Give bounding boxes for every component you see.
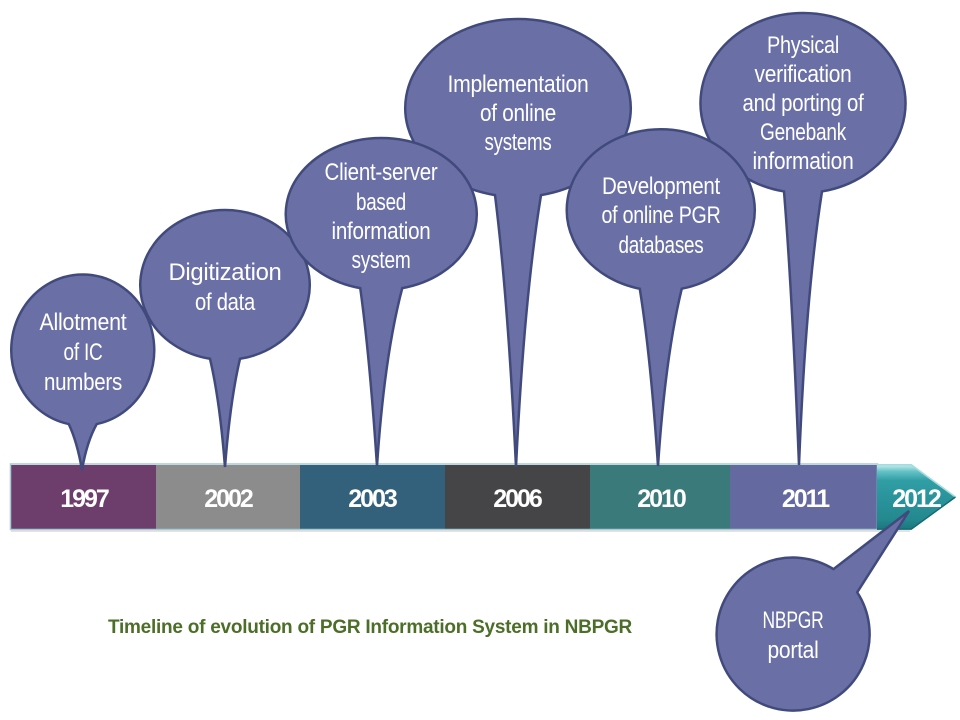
svg-text:databases: databases (619, 232, 704, 259)
svg-text:systems: systems (485, 129, 552, 156)
svg-text:2012: 2012 (892, 485, 941, 513)
svg-text:2003: 2003 (348, 485, 397, 513)
svg-text:information: information (753, 148, 854, 175)
svg-text:2010: 2010 (637, 485, 686, 513)
svg-text:Genebank: Genebank (760, 119, 847, 146)
svg-text:NBPGR: NBPGR (763, 607, 824, 634)
svg-text:based: based (356, 189, 406, 216)
svg-text:of online PGR: of online PGR (602, 202, 721, 229)
svg-text:2011: 2011 (782, 485, 830, 513)
svg-text:information: information (332, 218, 431, 245)
svg-text:2006: 2006 (493, 485, 542, 513)
svg-text:Client-server: Client-server (325, 159, 438, 186)
svg-text:Physical: Physical (767, 32, 839, 59)
svg-text:of IC: of IC (64, 339, 103, 366)
svg-text:of data: of data (195, 289, 256, 316)
svg-text:verification: verification (755, 61, 852, 88)
svg-text:Development: Development (602, 173, 721, 200)
svg-text:of online: of online (480, 100, 556, 127)
svg-text:Timeline of evolution of PGR I: Timeline of evolution of PGR Information… (108, 617, 633, 638)
svg-text:Implementation: Implementation (448, 71, 589, 98)
svg-text:system: system (352, 247, 411, 274)
svg-text:1997: 1997 (60, 485, 109, 513)
svg-text:2002: 2002 (204, 485, 253, 513)
svg-text:Allotment: Allotment (40, 309, 128, 336)
svg-text:numbers: numbers (44, 369, 122, 396)
svg-text:portal: portal (768, 637, 819, 664)
svg-text:and porting of: and porting of (743, 90, 865, 117)
svg-text:Digitization: Digitization (169, 259, 282, 286)
